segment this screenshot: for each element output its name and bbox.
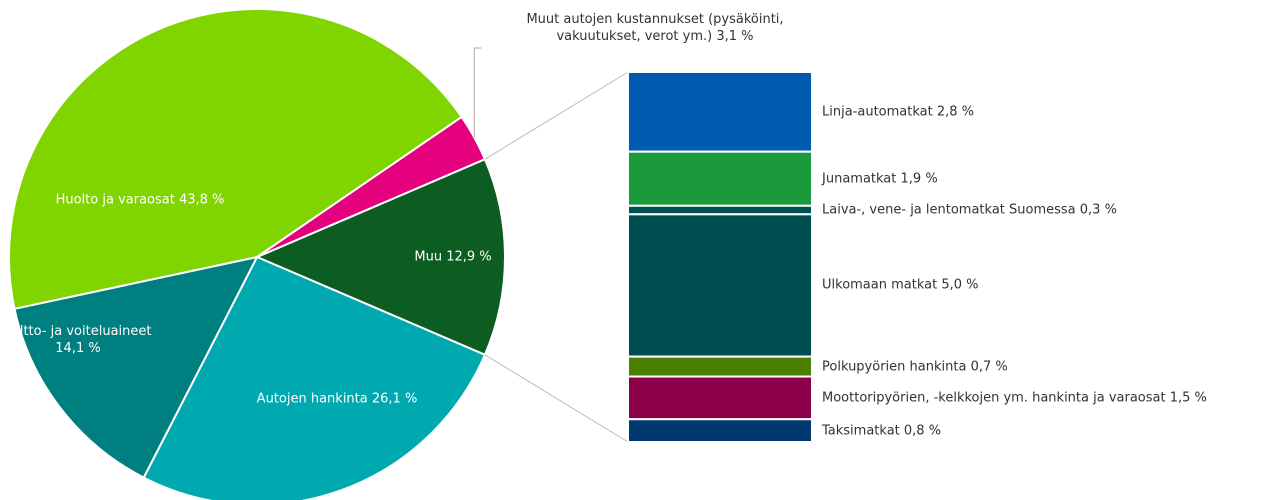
label-name: Poltto- ja voiteluaineet: [4, 324, 152, 339]
pie-slice: [142, 255, 487, 500]
label-name: Muut autojen kustannukset (pysäköinti, v…: [526, 12, 784, 44]
pie-slice: [13, 255, 259, 479]
label-value: 14,1 %: [55, 341, 101, 356]
pie-slice: [8, 8, 464, 311]
bar-label: Junamatkat 1,9 %: [822, 170, 938, 187]
bar-segment: [627, 418, 813, 444]
bar-segment: [627, 71, 813, 153]
pie-slice: [254, 157, 506, 357]
bar-label: Ulkomaan matkat 5,0 %: [822, 277, 979, 294]
bar-segment: [627, 150, 813, 207]
label-name: Taksimatkat: [822, 423, 900, 439]
label-name: Ulkomaan matkat: [822, 277, 938, 293]
label-name: Huolto ja varaosat: [55, 192, 175, 208]
label-name: Laiva-, vene- ja lentomatkat Suomessa: [822, 202, 1076, 218]
bar-segment: [627, 204, 813, 216]
label-value: 43,8 %: [178, 192, 225, 208]
bar-label: Polkupyörien hankinta 0,7 %: [822, 358, 1008, 375]
label-value: 2,8 %: [936, 104, 975, 120]
bar-segment: [627, 375, 813, 421]
slice-label: Muut autojen kustannukset (pysäköinti, v…: [500, 11, 810, 45]
label-value: 12,9 %: [446, 249, 492, 265]
slice-label: Huolto ja varaosat 43,8 %: [56, 192, 225, 209]
label-name: Junamatkat: [822, 171, 897, 187]
label-value: 26,1 %: [371, 391, 418, 407]
label-name: Moottoripyörien, -kelkkojen ym. hankinta…: [822, 390, 1166, 406]
slice-label: Poltto- ja voiteluaineet 14,1 %: [0, 323, 163, 357]
label-value: 5,0 %: [941, 277, 979, 293]
slice-label: Muu 12,9 %: [414, 249, 491, 266]
bar-label: Moottoripyörien, -kelkkojen ym. hankinta…: [822, 389, 1207, 406]
label-value: 0,8 %: [903, 423, 942, 439]
label-name: Linja-automatkat: [822, 104, 933, 120]
bar-segment: [627, 355, 813, 378]
bar-label: Linja-automatkat 2,8 %: [822, 103, 974, 120]
label-value: 0,3 %: [1079, 202, 1117, 218]
bar-segment: [627, 213, 813, 358]
label-value: 3,1 %: [716, 29, 754, 44]
slice-label: Autojen hankinta 26,1 %: [257, 391, 418, 408]
connector-line: [484, 354, 629, 443]
label-name: Muu: [414, 249, 443, 265]
label-value: 1,9 %: [900, 171, 938, 187]
label-name: Autojen hankinta: [256, 391, 368, 407]
bar-label: Laiva-, vene- ja lentomatkat Suomessa 0,…: [822, 202, 1117, 219]
label-value: 0,7 %: [970, 359, 1008, 375]
label-value: 1,5 %: [1169, 390, 1207, 406]
connector-line: [484, 71, 629, 160]
label-name: Polkupyörien hankinta: [822, 359, 967, 375]
bar-label: Taksimatkat 0,8 %: [822, 422, 941, 439]
leader-line: [473, 47, 482, 138]
